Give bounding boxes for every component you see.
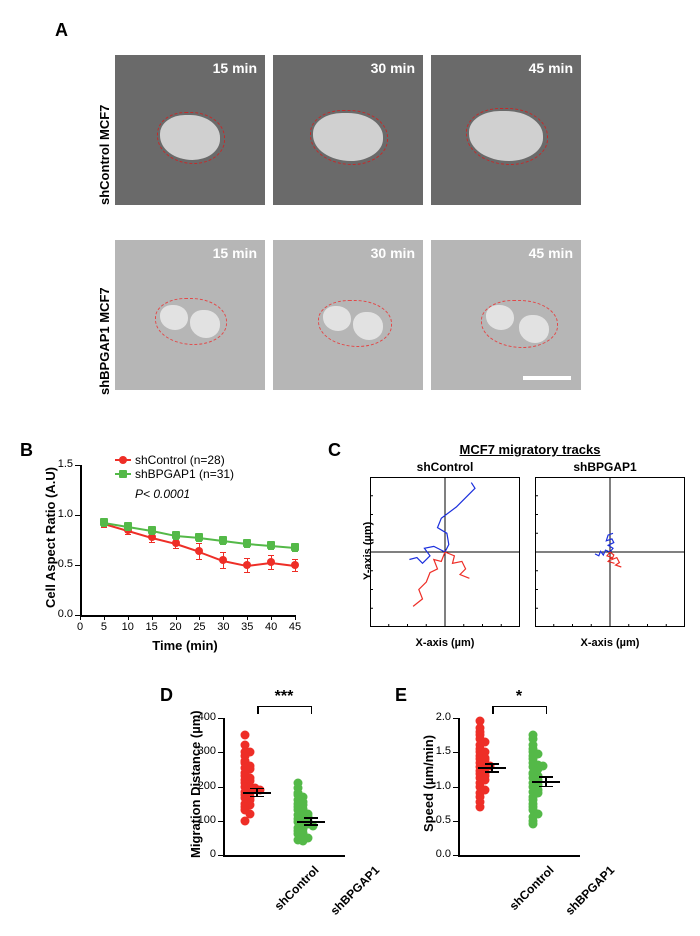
panel-c-x2: X-axis (µm) [560, 637, 660, 649]
panel-c-x1: X-axis (µm) [395, 637, 495, 649]
panel-c-ytitle: Y-axis (µm) [362, 522, 374, 580]
panel-label-B: B [20, 440, 33, 461]
time-label: 15 min [213, 60, 257, 76]
panel-label-D: D [160, 685, 173, 706]
row1-label: shControl MCF7 [97, 105, 112, 205]
panel-b-legend: shControl (n=28)shBPGAP1 (n=31) [115, 453, 234, 481]
panel-d-ytitle: Migration Distance (µm) [188, 710, 203, 858]
panel-c-sub1: shControl [370, 460, 520, 474]
panel-c-title: MCF7 migratory tracks [400, 442, 660, 457]
time-label: 30 min [371, 60, 415, 76]
panel-b-chart: 0510152025303540450.00.51.01.5 [70, 460, 300, 620]
track-plot-shcontrol: -200-150-100-50050100150200 [370, 477, 520, 627]
row2-label: shBPGAP1 MCF7 [97, 287, 112, 395]
microscopy-image: 15 min [115, 55, 265, 205]
panel-c-sub2: shBPGAP1 [530, 460, 680, 474]
panel-b-xtitle: Time (min) [135, 638, 235, 653]
panel-b-ytitle: Cell Aspect Ratio (A.U) [43, 467, 58, 608]
microscopy-image: 15 min [115, 240, 265, 390]
panel-e-chart: 0.00.51.01.52.0shControlshBPGAP1* [450, 700, 585, 860]
panel-e-ytitle: Speed (µm/min) [421, 735, 436, 832]
microscopy-image: 45 min [431, 55, 581, 205]
time-label: 45 min [529, 245, 573, 261]
panel-label-C: C [328, 440, 341, 461]
time-label: 45 min [529, 60, 573, 76]
panel-d-chart: 0100200300400shControlshBPGAP1*** [215, 700, 350, 860]
microscopy-image: 30 min [273, 240, 423, 390]
microscopy-image: 45 min [431, 240, 581, 390]
panel-label-A: A [55, 20, 68, 41]
figure: A shControl MCF7 15 min 30 min 45 min sh… [0, 0, 700, 936]
track-plot-shbpgap1: -200-150-100-50050100150200 [535, 477, 685, 627]
micro-row-bpgap1: 15 min 30 min 45 min [115, 240, 581, 390]
panel-label-E: E [395, 685, 407, 706]
time-label: 15 min [213, 245, 257, 261]
panel-b-pvalue: P< 0.0001 [135, 487, 190, 501]
scale-bar [523, 376, 571, 380]
microscopy-image: 30 min [273, 55, 423, 205]
micro-row-control: 15 min 30 min 45 min [115, 55, 581, 205]
time-label: 30 min [371, 245, 415, 261]
